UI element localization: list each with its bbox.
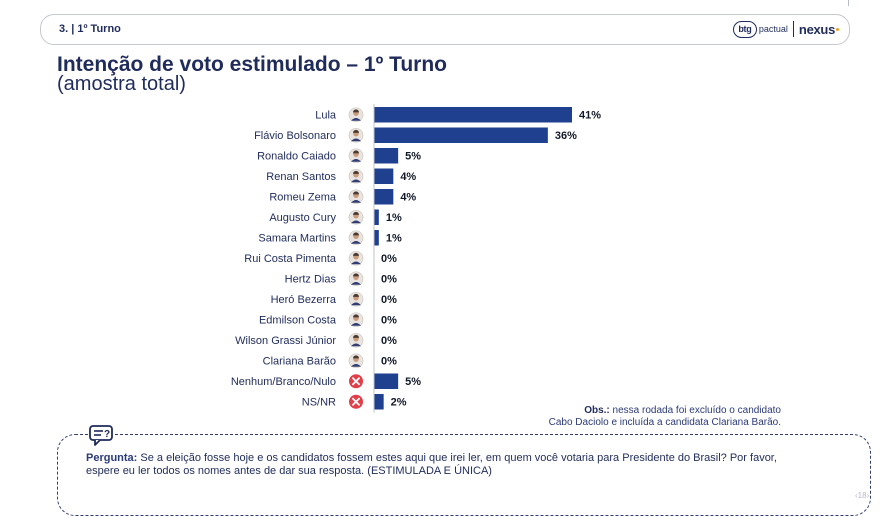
value-label: 0% bbox=[381, 294, 397, 306]
logo-divider bbox=[792, 21, 794, 37]
question-label: Pergunta: bbox=[86, 452, 138, 464]
value-label: 5% bbox=[405, 376, 421, 388]
category-label: NS/NR bbox=[302, 397, 336, 409]
bar bbox=[374, 189, 394, 205]
observation-label: Obs.: bbox=[584, 405, 610, 416]
top-decoration-line bbox=[848, 0, 849, 6]
category-label: Wilson Grassi Júnior bbox=[235, 335, 336, 347]
bar bbox=[374, 148, 399, 164]
page-number: ‹18› bbox=[855, 491, 870, 500]
question-text: Pergunta: Se a eleição fosse hoje e os c… bbox=[86, 452, 786, 478]
nexus-logo: nexus bbox=[798, 21, 835, 37]
avatar-icon bbox=[348, 312, 364, 328]
category-label: Edmilson Costa bbox=[259, 315, 337, 327]
bar bbox=[374, 107, 572, 123]
bar bbox=[374, 209, 379, 225]
svg-text:?: ? bbox=[104, 429, 110, 440]
close-circle-icon bbox=[349, 394, 363, 409]
value-label: 4% bbox=[400, 192, 416, 204]
avatar-icon bbox=[348, 271, 364, 287]
category-label: Hertz Dias bbox=[285, 274, 337, 286]
avatar-icon bbox=[348, 168, 364, 184]
category-label: Flávio Bolsonaro bbox=[254, 130, 336, 142]
question-body: Se a eleição fosse hoje e os candidatos … bbox=[86, 452, 777, 477]
category-label: Lula bbox=[315, 110, 337, 122]
value-label: 0% bbox=[381, 315, 397, 327]
page-subtitle: (amostra total) bbox=[57, 73, 186, 95]
close-circle-icon bbox=[349, 374, 363, 389]
bar bbox=[374, 230, 379, 246]
bar bbox=[374, 373, 399, 389]
avatar-icon bbox=[348, 291, 364, 307]
avatar-icon bbox=[348, 250, 364, 266]
bar-chart: Lula 41% Flávio Bolsonaro 36% Ronaldo Caiado… bbox=[231, 104, 601, 413]
category-label: Samara Martins bbox=[258, 233, 336, 245]
avatar-icon bbox=[348, 332, 364, 348]
value-label: 2% bbox=[391, 397, 407, 409]
avatar-icon bbox=[348, 189, 364, 205]
value-label: 41% bbox=[579, 110, 601, 122]
nexus-logo-dot bbox=[836, 27, 839, 31]
avatar-icon bbox=[348, 148, 364, 164]
bar bbox=[374, 394, 384, 410]
avatar-icon bbox=[348, 209, 364, 225]
avatar-icon bbox=[348, 353, 364, 369]
bar bbox=[374, 127, 548, 143]
avatar-icon bbox=[348, 127, 364, 143]
logos: btg pactual nexus bbox=[732, 19, 839, 39]
value-label: 4% bbox=[400, 171, 416, 183]
value-label: 0% bbox=[381, 335, 397, 347]
observation-note: Obs.: nessa rodada foi excluído o candid… bbox=[480, 405, 781, 429]
category-label: Clariana Barão bbox=[263, 356, 336, 368]
header-bar: 3. | 1º Turno btg pactual nexus bbox=[40, 14, 850, 45]
page-title: Intenção de voto estimulado – 1º Turno bbox=[57, 53, 447, 76]
section-label: 3. | 1º Turno bbox=[59, 23, 121, 35]
value-label: 5% bbox=[405, 151, 421, 163]
value-label: 0% bbox=[381, 253, 397, 265]
bar bbox=[374, 168, 394, 184]
value-label: 0% bbox=[381, 274, 397, 286]
avatar-icon bbox=[348, 230, 364, 246]
avatar-icon bbox=[348, 107, 364, 123]
question-chat-icon: ? bbox=[88, 424, 114, 446]
category-label: Ronaldo Caiado bbox=[257, 151, 336, 163]
value-label: 1% bbox=[386, 212, 402, 224]
category-label: Rui Costa Pimenta bbox=[244, 253, 337, 265]
category-label: Romeu Zema bbox=[269, 192, 337, 204]
btg-logo-word: pactual bbox=[758, 24, 788, 34]
category-label: Nenhum/Branco/Nulo bbox=[231, 376, 336, 388]
observation-line-1: nessa rodada foi excluído o candidato bbox=[609, 405, 781, 416]
category-label: Renan Santos bbox=[266, 171, 336, 183]
category-label: Augusto Cury bbox=[269, 212, 336, 224]
value-label: 0% bbox=[381, 356, 397, 368]
value-label: 1% bbox=[386, 233, 402, 245]
category-label: Heró Bezerra bbox=[271, 294, 337, 306]
observation-line-2: Cabo Daciolo e incluída a candidata Clar… bbox=[548, 417, 781, 428]
value-label: 36% bbox=[555, 130, 577, 142]
btg-logo: btg bbox=[732, 20, 757, 38]
